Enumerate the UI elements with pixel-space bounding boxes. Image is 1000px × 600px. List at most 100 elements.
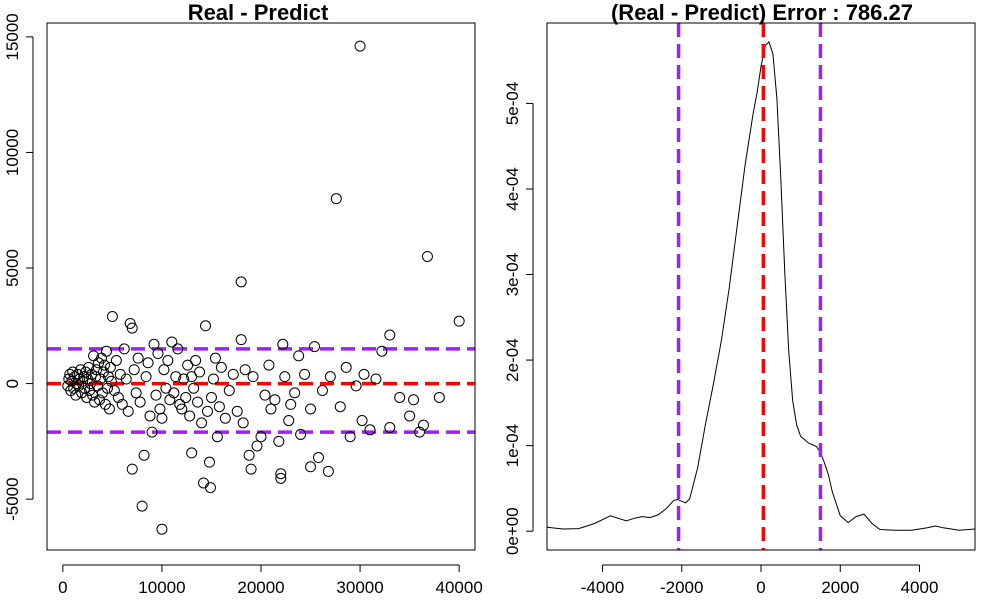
data-point (213, 401, 225, 413)
x-tick-label: 0 (58, 578, 67, 597)
data-point (89, 396, 101, 408)
data-point (330, 193, 342, 205)
data-point (269, 394, 281, 406)
data-point (162, 354, 174, 366)
data-point (384, 421, 396, 433)
x-tick-label: 10000 (138, 578, 185, 597)
x-tick-label: 4000 (901, 578, 939, 597)
data-point (273, 435, 285, 447)
data-point (136, 500, 148, 512)
data-point (170, 371, 182, 383)
data-point (198, 477, 210, 489)
data-point (98, 359, 110, 371)
density-line-series (546, 40, 976, 531)
data-point (263, 359, 275, 371)
data-point (309, 341, 320, 353)
data-point (277, 338, 289, 350)
data-point (118, 343, 130, 355)
y-tick-label: 0 (3, 379, 22, 388)
data-point (172, 343, 184, 355)
scatter-plot-frame (46, 22, 476, 551)
data-point (211, 431, 223, 443)
data-point (126, 463, 138, 475)
y-tick-label: 5000 (3, 249, 22, 287)
x-axis: -4000 -2000 0 2000 4000 (581, 564, 939, 597)
data-point (247, 371, 259, 383)
data-point (231, 405, 243, 417)
data-point (188, 382, 200, 394)
data-point (209, 352, 221, 364)
data-point (158, 364, 170, 376)
data-point (138, 449, 150, 461)
data-point (130, 387, 142, 399)
data-point (207, 373, 219, 385)
data-point (205, 391, 217, 403)
data-point (215, 361, 227, 373)
data-point (299, 368, 311, 380)
data-point (174, 398, 186, 410)
data-point (180, 391, 192, 403)
y-tick-label: 1e-04 (503, 424, 522, 467)
data-point (408, 394, 420, 406)
y-tick-label: 3e-04 (503, 253, 522, 296)
y-tick-label: 4e-04 (503, 167, 522, 210)
data-point (164, 394, 176, 406)
data-point (275, 468, 287, 480)
data-point (192, 396, 204, 408)
data-point (148, 338, 160, 350)
y-tick-label: -5000 (3, 477, 22, 520)
data-point (344, 431, 356, 443)
data-point (154, 403, 166, 415)
data-point (112, 391, 124, 403)
data-point (132, 352, 144, 364)
data-point (95, 373, 106, 385)
data-point (134, 396, 146, 408)
data-point (190, 354, 202, 366)
data-point (235, 334, 247, 346)
data-point (100, 345, 112, 357)
x-axis: 0 10000 20000 30000 40000 (58, 564, 483, 597)
data-point (279, 371, 291, 383)
data-point (168, 387, 180, 399)
reference-lines (676, 23, 823, 550)
data-point (384, 329, 396, 341)
data-point (140, 371, 152, 383)
data-point (453, 315, 465, 327)
x-tick-label: 20000 (237, 578, 284, 597)
data-point (239, 364, 251, 376)
data-point (404, 410, 416, 422)
y-tick-label: 10000 (3, 129, 22, 176)
data-point (204, 482, 216, 494)
data-point (124, 317, 136, 329)
data-point (186, 447, 198, 459)
data-point (289, 387, 301, 399)
data-point (150, 389, 162, 401)
data-point (255, 431, 267, 443)
data-point (200, 320, 212, 332)
data-point (354, 40, 366, 52)
data-point (237, 417, 249, 429)
x-tick-label: -2000 (660, 578, 703, 597)
data-point (194, 366, 206, 378)
data-points (62, 40, 465, 535)
data-point (106, 311, 118, 323)
density-line (546, 40, 976, 531)
x-tick-label: 30000 (336, 578, 383, 597)
data-point (166, 336, 178, 348)
data-point (358, 368, 370, 380)
data-point (305, 403, 317, 415)
y-axis: -5000 0 5000 10000 15000 (3, 13, 34, 521)
data-point (417, 419, 429, 431)
density-title: (Real - Predict) Error : 786.27 (611, 0, 913, 25)
data-point (334, 401, 346, 413)
x-tick-label: 0 (756, 578, 765, 597)
data-point (312, 452, 324, 464)
data-point (110, 354, 122, 366)
data-point (295, 428, 307, 440)
data-point (227, 368, 239, 380)
scatter-panel: Real - Predict 0 10000 20000 30000 40000 -50… (3, 0, 483, 597)
data-point (376, 345, 388, 357)
data-point (103, 403, 115, 415)
data-point (364, 424, 376, 436)
